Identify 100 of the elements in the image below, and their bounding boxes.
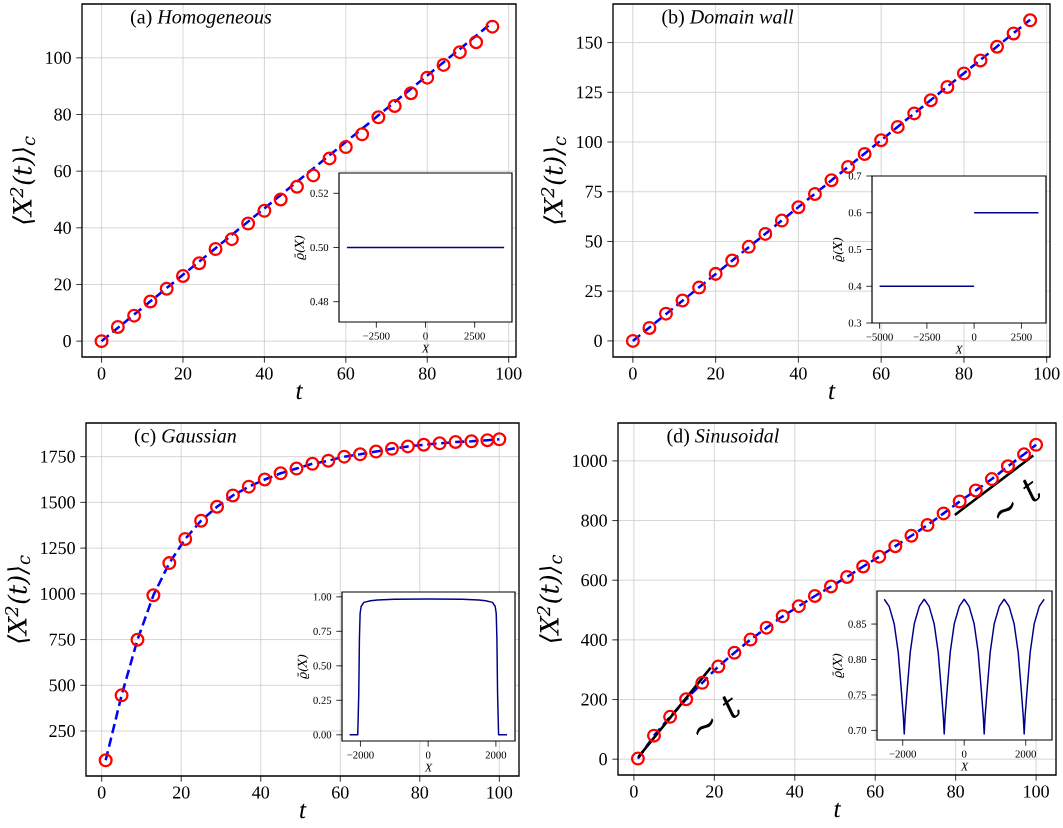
y-tick-label: 125 — [577, 86, 602, 99]
point — [241, 216, 256, 231]
x-axis-title: t — [834, 802, 842, 818]
point — [936, 506, 951, 521]
point — [400, 439, 415, 454]
y-tick-label: 80 — [54, 108, 71, 121]
x-tick-label: 20 — [174, 367, 192, 380]
x-tick-label: −2000 — [347, 751, 374, 759]
x-tick-label: 0 — [97, 786, 106, 799]
point — [807, 186, 822, 201]
y-tick-label: 75 — [585, 185, 602, 198]
y-axis-title: ⟨X$^{2}$(t)⟩$_{c}$ — [540, 136, 567, 224]
point — [856, 559, 871, 574]
point — [162, 556, 177, 571]
y-tick-label: 0.7 — [848, 172, 862, 180]
x-tick-label: 2500 — [464, 332, 485, 340]
x-tick-label: −2500 — [913, 333, 941, 341]
x-tick-label: 80 — [411, 786, 429, 799]
point — [110, 319, 125, 334]
y-tick-label: 0.80 — [848, 655, 867, 664]
point — [874, 133, 889, 148]
point — [904, 528, 919, 543]
y-tick-label: 0.75 — [848, 691, 867, 699]
point — [273, 192, 288, 207]
point — [353, 447, 368, 462]
y-tick-label: 0.4 — [848, 282, 862, 290]
point — [1006, 26, 1021, 41]
y-tick-label: 200 — [581, 693, 607, 706]
point — [480, 433, 495, 448]
point — [338, 140, 353, 155]
point — [464, 434, 479, 449]
x-tick-label: 60 — [337, 367, 355, 380]
point — [940, 79, 955, 94]
annotation: ∼ t — [996, 479, 1041, 520]
chart-title: (a) Homogeneous — [130, 9, 272, 28]
point — [208, 242, 223, 257]
point — [791, 599, 806, 614]
point — [322, 151, 337, 166]
point — [1017, 447, 1032, 462]
y-tick-label: 0.50 — [313, 662, 332, 670]
x-axis-title: t — [829, 384, 836, 400]
x-tick-label: 0 — [961, 750, 967, 758]
point — [984, 472, 999, 487]
point — [321, 453, 336, 468]
point — [741, 239, 756, 254]
x-tick-label: 40 — [789, 367, 807, 380]
line-series — [348, 598, 508, 736]
point — [1029, 437, 1044, 452]
x-tick-label: 2000 — [485, 751, 507, 759]
point — [306, 168, 321, 183]
point — [725, 253, 740, 268]
y-tick-label: 25 — [585, 285, 602, 298]
y-tick-label: 0.85 — [848, 620, 867, 628]
point — [888, 539, 903, 554]
y-axis-title: ϱ̄(X) — [832, 237, 845, 262]
y-tick-label: 0.3 — [848, 319, 862, 327]
point — [840, 569, 855, 584]
point — [210, 499, 225, 514]
point — [127, 308, 142, 323]
point — [647, 728, 662, 743]
point — [146, 588, 161, 603]
point — [178, 531, 193, 546]
x-tick-label: 80 — [955, 367, 973, 380]
point — [159, 281, 174, 296]
x-axis-title: X — [954, 345, 964, 354]
point — [257, 203, 272, 218]
y-tick-label: 400 — [580, 633, 607, 646]
point — [807, 589, 822, 604]
point — [143, 294, 158, 309]
point — [658, 306, 673, 321]
point — [452, 45, 467, 60]
y-tick-label: 750 — [49, 633, 75, 646]
point — [492, 432, 507, 447]
x-tick-label: 2500 — [1011, 333, 1032, 341]
point — [1000, 459, 1015, 474]
point — [257, 472, 272, 487]
point — [708, 266, 723, 281]
y-axis-title: ⟨X$^{2}$(t)⟩$_{c}$ — [4, 555, 31, 643]
y-tick-label: 0.48 — [310, 298, 329, 306]
point — [890, 119, 905, 134]
y-tick-label: 0.5 — [848, 245, 862, 254]
x-tick-label: 0 — [630, 785, 638, 798]
x-axis-title: X — [960, 762, 969, 771]
point — [485, 19, 500, 34]
x-tick-label: 20 — [173, 786, 190, 799]
point — [973, 53, 988, 68]
point — [791, 200, 806, 215]
chart-title: (d) Sinusoidal — [667, 428, 779, 447]
y-tick-label: 1500 — [41, 496, 75, 509]
point — [192, 256, 207, 271]
point — [403, 86, 418, 101]
point — [337, 449, 352, 464]
x-tick-label: 80 — [947, 785, 964, 798]
y-tick-label: 1.00 — [313, 593, 332, 601]
x-axis-title: t — [300, 803, 307, 819]
x-tick-label: 40 — [255, 367, 273, 380]
x-tick-label: 100 — [1034, 367, 1060, 380]
y-tick-label: 1750 — [41, 450, 75, 463]
chart-title: (b) Domain wall — [662, 9, 794, 28]
point — [289, 179, 304, 194]
